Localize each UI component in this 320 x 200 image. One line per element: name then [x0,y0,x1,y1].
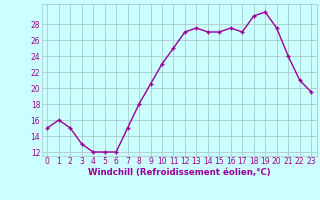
X-axis label: Windchill (Refroidissement éolien,°C): Windchill (Refroidissement éolien,°C) [88,168,270,177]
